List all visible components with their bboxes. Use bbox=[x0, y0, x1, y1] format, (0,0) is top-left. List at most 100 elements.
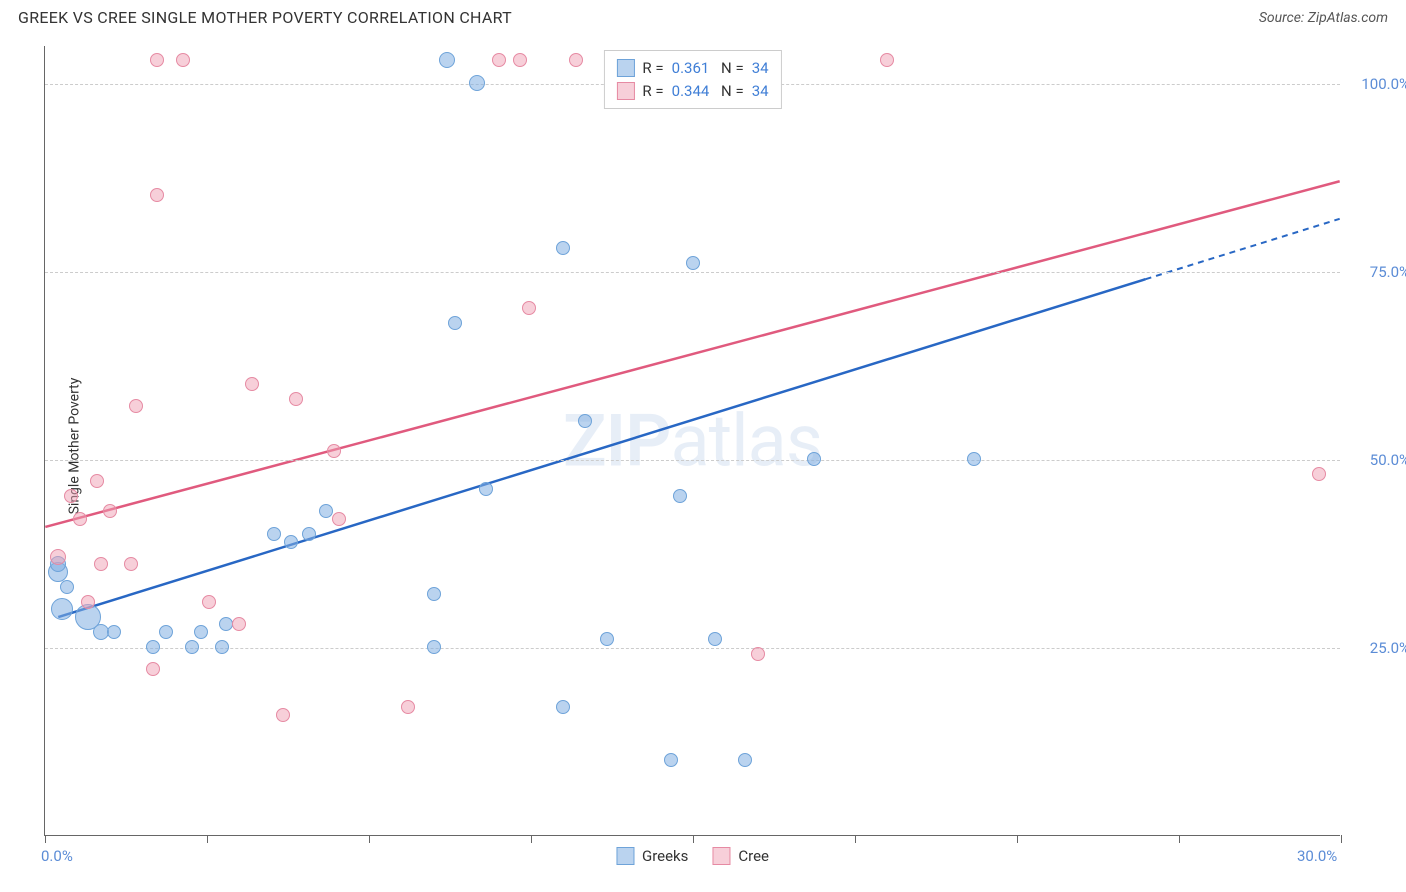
data-point bbox=[492, 53, 506, 67]
legend-swatch bbox=[616, 59, 634, 77]
gridline-h bbox=[45, 648, 1340, 649]
data-point bbox=[664, 753, 678, 767]
xtick bbox=[855, 835, 856, 843]
chart-title: GREEK VS CREE SINGLE MOTHER POVERTY CORR… bbox=[18, 8, 512, 27]
data-point bbox=[150, 188, 164, 202]
data-point bbox=[427, 587, 441, 601]
chart-source: Source: ZipAtlas.com bbox=[1259, 10, 1388, 26]
data-point bbox=[90, 474, 104, 488]
legend-n-value: 34 bbox=[752, 57, 769, 80]
data-point bbox=[302, 527, 316, 541]
legend-r-label: R = bbox=[642, 80, 663, 103]
data-point bbox=[479, 482, 493, 496]
data-point bbox=[50, 549, 66, 565]
xtick bbox=[531, 835, 532, 843]
ytick-label: 50.0% bbox=[1370, 451, 1406, 469]
xtick bbox=[1341, 835, 1342, 843]
data-point bbox=[1312, 467, 1326, 481]
xtick bbox=[1179, 835, 1180, 843]
watermark: ZIPatlas bbox=[563, 398, 822, 483]
legend-top-row: R = 0.344 N = 34 bbox=[616, 80, 768, 103]
data-point bbox=[439, 52, 455, 68]
data-point bbox=[284, 535, 298, 549]
data-point bbox=[94, 557, 108, 571]
legend-r-value: 0.344 bbox=[672, 80, 710, 103]
xtick-label: 30.0% bbox=[1297, 847, 1337, 865]
data-point bbox=[427, 640, 441, 654]
data-point bbox=[522, 301, 536, 315]
data-point bbox=[219, 617, 233, 631]
data-point bbox=[124, 557, 138, 571]
data-point bbox=[64, 489, 78, 503]
xtick bbox=[1017, 835, 1018, 843]
legend-r-label: R = bbox=[642, 57, 663, 80]
data-point bbox=[319, 504, 333, 518]
data-point bbox=[73, 512, 87, 526]
xtick bbox=[693, 835, 694, 843]
data-point bbox=[556, 700, 570, 714]
data-point bbox=[146, 662, 160, 676]
data-point bbox=[578, 414, 592, 428]
data-point bbox=[245, 377, 259, 391]
legend-bottom: Greeks Cree bbox=[616, 847, 769, 865]
data-point bbox=[332, 512, 346, 526]
data-point bbox=[686, 256, 700, 270]
data-point bbox=[469, 75, 485, 91]
xtick bbox=[207, 835, 208, 843]
data-point bbox=[267, 527, 281, 541]
legend-label: Cree bbox=[738, 847, 769, 865]
data-point bbox=[202, 595, 216, 609]
chart-plot-area: ZIPatlas R = 0.361 N = 34 R = 0.344 N = … bbox=[44, 46, 1340, 836]
gridline-h bbox=[45, 272, 1340, 273]
data-point bbox=[708, 632, 722, 646]
xtick bbox=[369, 835, 370, 843]
trendlines-svg bbox=[45, 46, 1340, 835]
data-point bbox=[600, 632, 614, 646]
legend-n-label: N = bbox=[717, 80, 743, 103]
data-point bbox=[807, 452, 821, 466]
ytick-label: 75.0% bbox=[1370, 263, 1406, 281]
legend-r-value: 0.361 bbox=[672, 57, 710, 80]
data-point bbox=[448, 316, 462, 330]
data-point bbox=[150, 53, 164, 67]
data-point bbox=[159, 625, 173, 639]
legend-label: Greeks bbox=[642, 847, 688, 865]
legend-top-row: R = 0.361 N = 34 bbox=[616, 57, 768, 80]
legend-n-value: 34 bbox=[752, 80, 769, 103]
xtick-label: 0.0% bbox=[41, 847, 73, 865]
data-point bbox=[276, 708, 290, 722]
data-point bbox=[569, 53, 583, 67]
data-point bbox=[401, 700, 415, 714]
data-point bbox=[60, 580, 74, 594]
xtick bbox=[45, 835, 46, 843]
data-point bbox=[232, 617, 246, 631]
data-point bbox=[751, 647, 765, 661]
chart-header: GREEK VS CREE SINGLE MOTHER POVERTY CORR… bbox=[0, 0, 1406, 31]
data-point bbox=[103, 504, 117, 518]
data-point bbox=[81, 595, 95, 609]
legend-swatch bbox=[616, 82, 634, 100]
legend-bottom-item: Greeks bbox=[616, 847, 688, 865]
data-point bbox=[194, 625, 208, 639]
data-point bbox=[967, 452, 981, 466]
gridline-h bbox=[45, 460, 1340, 461]
data-point bbox=[327, 444, 341, 458]
data-point bbox=[146, 640, 160, 654]
data-point bbox=[673, 489, 687, 503]
data-point bbox=[215, 640, 229, 654]
legend-top: R = 0.361 N = 34 R = 0.344 N = 34 bbox=[603, 50, 781, 109]
data-point bbox=[185, 640, 199, 654]
data-point bbox=[107, 625, 121, 639]
data-point bbox=[556, 241, 570, 255]
data-point bbox=[513, 53, 527, 67]
legend-swatch bbox=[712, 847, 730, 865]
data-point bbox=[738, 753, 752, 767]
ytick-label: 100.0% bbox=[1361, 75, 1406, 93]
data-point bbox=[51, 598, 73, 620]
ytick-label: 25.0% bbox=[1370, 639, 1406, 657]
data-point bbox=[289, 392, 303, 406]
legend-n-label: N = bbox=[717, 57, 743, 80]
legend-swatch bbox=[616, 847, 634, 865]
data-point bbox=[176, 53, 190, 67]
data-point bbox=[880, 53, 894, 67]
